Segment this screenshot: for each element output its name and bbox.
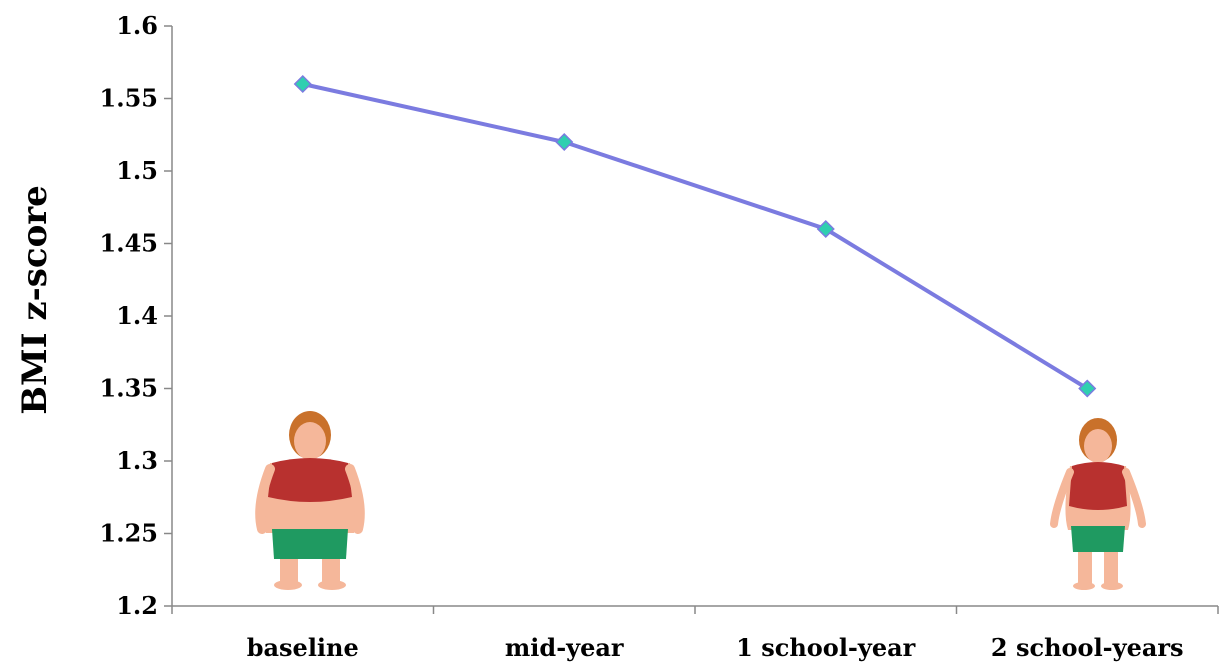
- right-arm: [345, 464, 365, 534]
- right-leg: [322, 559, 340, 583]
- data-point-marker: [293, 74, 312, 94]
- y-tick-label: 1.4: [116, 301, 158, 330]
- shorts-shape: [1071, 526, 1125, 552]
- y-ticks: 1.6 1.55 1.5 1.45 1.4 1.35 1.3 1.25 1.2: [100, 11, 172, 620]
- left-arm: [255, 464, 275, 534]
- shorts-shape: [272, 529, 348, 559]
- face-shape: [294, 422, 326, 460]
- x-category-label: 1 school-year: [736, 633, 915, 662]
- y-tick-label: 1.55: [100, 84, 158, 113]
- left-foot: [1073, 582, 1095, 590]
- left-arm: [1050, 468, 1074, 528]
- series-line: [302, 82, 1089, 391]
- x-category-label: mid-year: [505, 633, 624, 662]
- shirt-shape: [268, 458, 352, 502]
- y-tick-label: 1.45: [100, 229, 158, 258]
- face-shape: [1084, 429, 1112, 463]
- data-point-marker: [816, 219, 835, 239]
- right-leg: [1104, 552, 1118, 584]
- y-tick-label: 1.2: [116, 591, 158, 620]
- overweight-girl-before-illustration: [255, 411, 365, 590]
- x-category-label: 2 school-years: [991, 633, 1184, 662]
- right-foot: [1101, 582, 1123, 590]
- right-arm: [1122, 468, 1146, 528]
- y-tick-label: 1.35: [100, 374, 158, 403]
- slimmer-girl-after-illustration: [1050, 418, 1146, 590]
- left-foot: [274, 580, 302, 590]
- data-point-marker: [1078, 379, 1097, 398]
- y-tick-label: 1.6: [116, 11, 158, 40]
- y-tick-label: 1.3: [116, 446, 158, 475]
- y-axis-label: BMI z-score: [15, 185, 55, 415]
- left-leg: [280, 559, 298, 583]
- left-leg: [1078, 552, 1092, 584]
- x-category-label: baseline: [247, 633, 359, 662]
- y-tick-label: 1.5: [116, 156, 158, 185]
- series-layer: [293, 74, 1097, 398]
- y-tick-label: 1.25: [100, 519, 158, 548]
- right-foot: [318, 580, 346, 590]
- data-point-marker: [555, 132, 574, 152]
- shirt-shape: [1069, 462, 1127, 510]
- x-ticks: baseline mid-year 1 school-year 2 school-ye…: [171, 606, 1219, 662]
